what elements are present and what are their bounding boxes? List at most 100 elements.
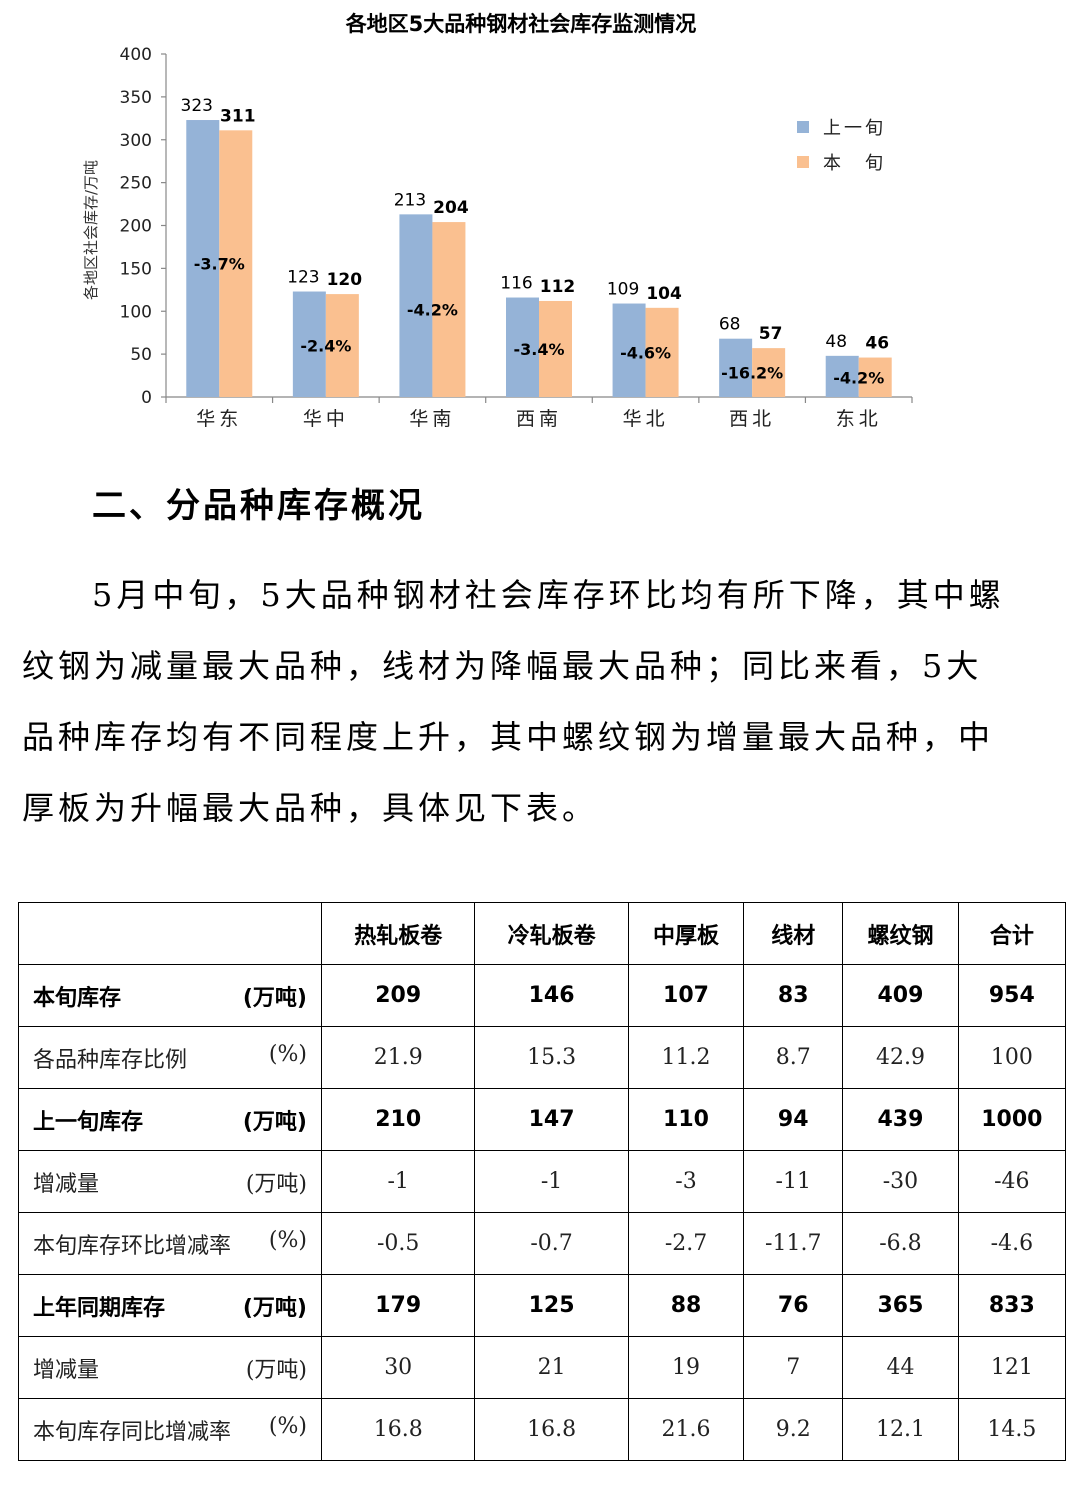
bars: 323 311 -3.7% 123 120 -2.4% 213 204 -4.2% 116 112 -… [181,96,892,397]
bar-value-label: 48 [825,332,847,352]
bar [719,338,753,397]
bar [219,130,253,397]
table-cell: 16.8 [320,1398,476,1461]
legend-label: 上一旬 [823,118,886,139]
table-cell: 179 [320,1274,476,1337]
x-tick-label: 东北 [836,408,882,430]
chart-title: 各地区5大品种钢材社会库存监测情况 [345,12,697,36]
table-cell: -1 [474,1150,629,1213]
bar-value-label: 104 [646,284,682,304]
row-label-cell: 上一旬库存 (万吨) [18,1088,322,1151]
row-label: 上一旬库存 [33,1109,144,1135]
table-cell: 954 [957,964,1067,1027]
change-label: -16.2% [721,364,783,383]
table-cell: -4.6 [957,1212,1067,1275]
table-row: 增减量 (万吨) -1 -1 -3 -11 -30 -46 [18,1150,1067,1213]
table-cell: -3 [627,1150,745,1213]
y-tick-label: 50 [130,345,152,365]
bar-value-label: 120 [327,270,363,290]
table-cell: 7 [743,1336,844,1399]
col-header: 合计 [957,902,1067,965]
bar [645,307,679,397]
table-cell: 15.3 [474,1026,629,1089]
row-unit: (万吨) [245,1357,307,1383]
table-cell: 14.5 [957,1398,1067,1461]
row-unit: (%) [268,1227,307,1253]
table-cell: 12.1 [842,1398,959,1461]
x-tick-label: 西北 [729,408,775,430]
table-cell: 100 [957,1026,1067,1089]
bar-value-label: 68 [719,315,741,335]
y-tick-label: 400 [120,45,152,65]
row-label-cell: 增减量 (万吨) [18,1150,322,1213]
table-cell: 409 [842,964,959,1027]
bar-value-label: 116 [500,274,532,294]
row-label: 本旬库存同比增减率 [33,1419,232,1445]
legend-swatch [797,156,809,168]
table-cell: 94 [743,1088,844,1151]
table-row: 增减量 (万吨) 30 21 19 7 44 121 [18,1336,1067,1399]
bar [399,214,433,397]
table-cell: 30 [320,1336,476,1399]
col-header: 冷轧板卷 [474,902,629,965]
bar [752,348,786,397]
bar-value-label: 123 [287,268,319,288]
row-unit: (万吨) [242,985,307,1011]
table-cell: 209 [320,964,476,1027]
y-tick-label: 300 [120,131,152,151]
table-cell: 110 [627,1088,745,1151]
row-unit: (万吨) [242,1295,307,1321]
bar-value-label: 311 [220,106,256,126]
col-header: 螺纹钢 [842,902,959,965]
table-cell: 365 [842,1274,959,1337]
table-cell: 1000 [957,1088,1067,1151]
table-cell: 21.9 [320,1026,476,1089]
col-header: 中厚板 [627,902,745,965]
axes: 0 50 100 150 200 250 300 350 400 华东 华中 华南 西南 华北 西北 东北 [120,45,913,430]
y-tick-label: 0 [141,388,152,408]
table-header-row: 热轧板卷 冷轧板卷 中厚板 线材 螺纹钢 合计 [18,902,1067,965]
legend-label: 本 旬 [823,153,886,174]
table-cell: 76 [743,1274,844,1337]
table-cell: 833 [957,1274,1067,1337]
bar-value-label: 204 [433,198,469,218]
table-cell: 83 [743,964,844,1027]
row-unit: (%) [268,1413,307,1439]
table-cell: 107 [627,964,745,1027]
table-cell: -2.7 [627,1212,745,1275]
table-row: 本旬库存环比增减率 (%) -0.5 -0.7 -2.7 -11.7 -6.8 -4.6 [18,1212,1067,1275]
table-row: 上年同期库存 (万吨) 179 125 88 76 365 833 [18,1274,1067,1337]
bar [612,303,646,397]
table-cell: 44 [842,1336,959,1399]
row-label: 各品种库存比例 [33,1047,188,1073]
table-cell: 439 [842,1088,959,1151]
x-tick-label: 华中 [303,408,349,430]
y-axis-label: 各地区社会库存/万吨 [82,160,100,300]
table-cell: -11 [743,1150,844,1213]
y-tick-label: 350 [120,88,152,108]
row-unit: (万吨) [242,1109,307,1135]
change-label: -4.6% [620,343,671,362]
row-label: 上年同期库存 [33,1295,166,1321]
row-label-cell: 增减量 (万吨) [18,1336,322,1399]
table-cell: 88 [627,1274,745,1337]
row-label-cell: 本旬库存 (万吨) [18,964,322,1027]
bar [186,120,220,397]
row-label: 本旬库存 [33,985,122,1011]
row-label-cell: 各品种库存比例 (%) [18,1026,322,1089]
table-cell: 16.8 [474,1398,629,1461]
bar-value-label: 109 [607,280,639,300]
table-cell: -1 [320,1150,476,1213]
table-cell: -6.8 [842,1212,959,1275]
section-paragraph: 5月中旬，5大品种钢材社会库存环比均有所下降，其中螺纹钢为减量最大品种，线材为降… [22,576,1005,827]
row-label-cell: 本旬库存环比增减率 (%) [18,1212,322,1275]
table-cell: -46 [957,1150,1067,1213]
section-heading: 二、分品种库存概况 [92,486,425,526]
table-row: 本旬库存 (万吨) 209 146 107 83 409 954 [18,964,1067,1027]
row-label: 本旬库存环比增减率 [33,1233,232,1259]
y-tick-label: 250 [120,174,152,194]
bar [825,355,859,397]
table-cell: 21 [474,1336,629,1399]
row-unit: (万吨) [245,1171,307,1197]
bar [539,300,572,397]
